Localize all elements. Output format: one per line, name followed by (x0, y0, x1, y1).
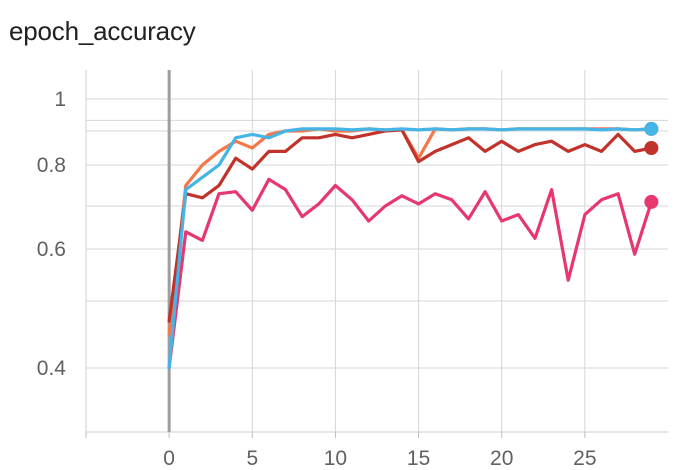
y-tick-label: 0.4 (37, 357, 67, 380)
grid-lines (85, 70, 668, 432)
series-line-4 (167, 127, 654, 370)
y-tick-label: 0.6 (37, 238, 66, 261)
series-line-2 (167, 128, 654, 323)
y-tick-label: 1 (54, 88, 66, 111)
series-lines (167, 127, 654, 370)
tick-labels: 0 5 10 15 20 25 0.4 0.6 0.8 1 (37, 88, 597, 470)
x-tick-label: 20 (490, 447, 513, 470)
x-tick-label: 0 (163, 447, 175, 470)
chart-title: epoch_accuracy (9, 16, 196, 46)
series-end-marker-2 (644, 141, 659, 155)
axes (85, 70, 668, 438)
x-tick-label: 25 (573, 447, 596, 470)
series-end-marker-3 (644, 194, 659, 209)
series-line-3 (167, 177, 654, 370)
series-end-markers (644, 121, 659, 209)
y-tick-label: 0.8 (37, 154, 66, 177)
series-end-marker-4 (644, 121, 659, 136)
x-tick-label: 15 (407, 447, 430, 470)
x-tick-label: 10 (324, 447, 347, 470)
x-tick-label: 5 (246, 447, 258, 470)
